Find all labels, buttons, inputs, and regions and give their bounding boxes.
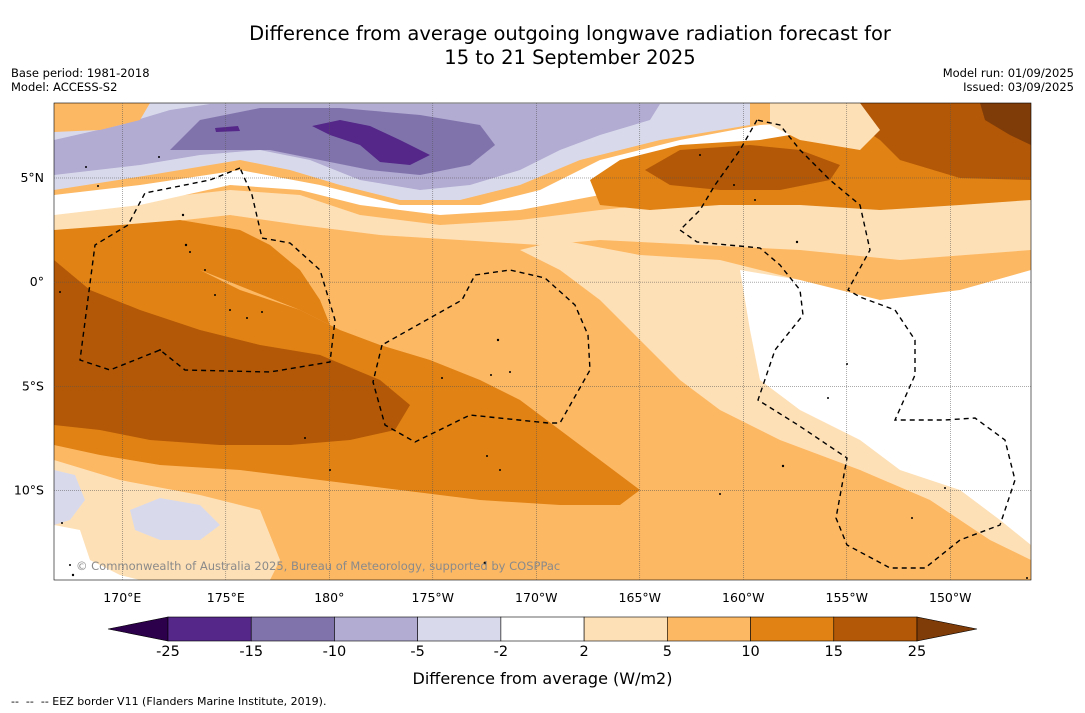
colorbar-level-label: -15 [239,644,264,660]
band-neutral-east [740,270,1031,545]
colorbar-level-label: -25 [156,644,180,660]
model-text: Model: ACCESS-S2 [11,80,118,94]
lon-tick-label: 170°E [103,590,141,605]
meta-right: Model run: 01/09/2025 Issued: 03/09/2025 [943,66,1074,94]
lat-tick-label: 5°N [20,170,44,185]
colorbar-segment [583,616,668,642]
lat-tick-label: 10°S [14,482,44,497]
colorbar-title: Difference from average (W/m2) [412,669,673,688]
band-15-25-northeast-corner [840,103,1031,180]
band-10-15-central [54,220,330,325]
eez-footnote: -- -- -- EEZ border V11 (Flanders Marine… [11,695,327,708]
colorbar-segment [500,616,585,642]
lon-tick-label: 180° [314,590,344,605]
colorbar-segment [334,616,418,642]
colorbar-level-label: 5 [662,644,672,660]
colorbar-level-label: 25 [907,644,927,660]
colorbar-level-label: 15 [824,644,843,660]
colorbar-level-label: -2 [493,644,509,660]
band-15-25-west [54,260,410,445]
colorbar [107,616,978,642]
islands [59,154,1028,579]
title-line-2: 15 to 21 September 2025 [444,46,696,69]
colorbar-segment [750,616,835,642]
issued-text: Issued: 03/09/2025 [963,80,1074,94]
colorbar-level-label: -5 [410,644,425,660]
colorbar-level-label: -10 [322,644,347,660]
band-5-10-northwest [54,103,150,132]
copyright-text: © Commonwealth of Australia 2025, Bureau… [76,559,561,573]
colorbar-level-label: 2 [579,644,589,660]
band-minus2-minus5-west-edge [54,470,85,525]
lon-tick-label: 175°W [412,590,454,605]
eez-border-kiribati-gilbert [79,167,336,373]
title-line-1: Difference from average outgoing longwav… [249,22,891,45]
band-15-25-northeast [645,145,840,190]
anomaly-field [54,103,1031,580]
colorbar-segment [167,616,252,642]
band-2-5-north [54,190,1031,260]
band-minus15-minus25-north-small [215,126,240,132]
lon-tick-label: 160°W [722,590,764,605]
lon-tick-label: 150°W [929,590,971,605]
model-run-text: Model run: 01/09/2025 [942,66,1074,80]
colorbar-segment [250,616,335,642]
meta-left: Base period: 1981-2018 Model: ACCESS-S2 [11,66,150,94]
base-period-text: Base period: 1981-2018 [11,66,150,80]
eez-border-line-islands [678,119,1016,569]
band-2-5-northeast-patch [770,103,880,150]
lon-tick-label: 155°W [826,590,868,605]
band-5-10-southeast [845,470,1031,580]
gridlines [54,103,1031,580]
band-over25-northeast [980,103,1031,145]
colorbar-segment [667,616,751,642]
eez-borders [79,119,1016,569]
eez-border-phoenix [372,269,591,443]
map-frame [53,102,1032,581]
band-minus15-minus25-north [312,120,430,165]
lat-tick-label: 5°S [22,378,44,393]
lon-tick-label: 175°E [207,590,245,605]
lat-tick-label: 0° [30,274,44,289]
lon-tick-label: 170°W [515,590,557,605]
colorbar-over-arrow [916,616,978,642]
colorbar-segment [833,616,918,642]
colorbar-level-label: 10 [741,644,760,660]
band-minus2-minus5-southwest [130,498,220,540]
band-neutral-southwest [54,525,140,580]
colorbar-segment [417,616,502,642]
lon-tick-label: 165°W [619,590,661,605]
chart-title: Difference from average outgoing longwav… [140,22,1000,70]
colorbar-under-arrow [107,616,169,642]
